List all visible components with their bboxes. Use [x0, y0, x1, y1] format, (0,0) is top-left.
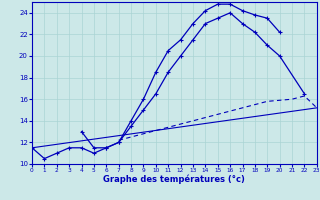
X-axis label: Graphe des températures (°c): Graphe des températures (°c) [103, 175, 245, 184]
